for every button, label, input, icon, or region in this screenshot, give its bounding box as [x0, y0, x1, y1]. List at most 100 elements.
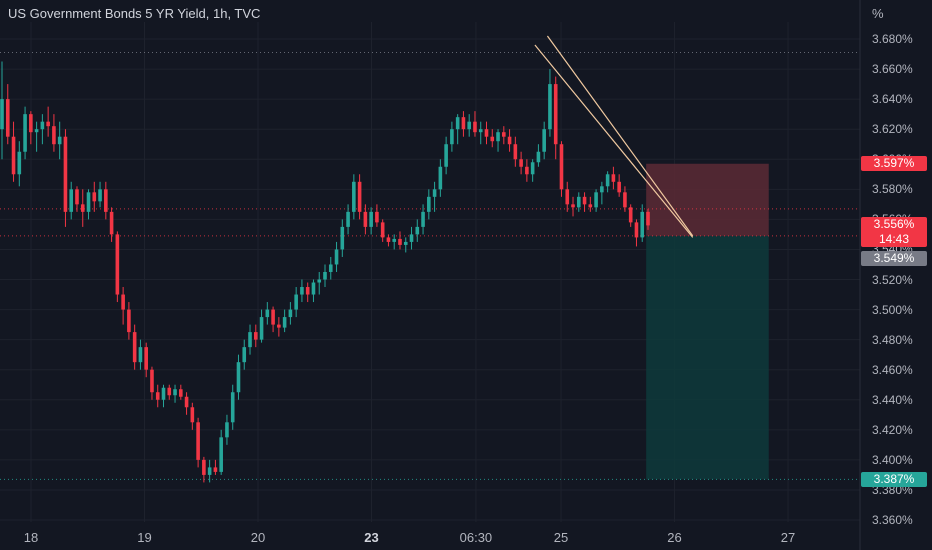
candle: [253, 324, 258, 348]
candle-body: [150, 369, 154, 393]
candle-body: [161, 387, 166, 400]
candle: [40, 114, 45, 145]
candle: [132, 324, 137, 370]
candle-body: [346, 211, 350, 227]
candle: [11, 121, 16, 182]
candle: [277, 317, 281, 337]
candle-body: [588, 204, 593, 208]
target-price-badge: 3.387%: [861, 471, 927, 487]
candle-body: [242, 347, 247, 363]
candle: [144, 342, 148, 378]
candle: [507, 129, 512, 152]
candle-body: [63, 136, 68, 212]
candle: [138, 339, 143, 370]
candle-body: [450, 129, 454, 145]
candle-body: [357, 181, 362, 212]
candle-body: [455, 117, 460, 130]
y-tick-label: 3.640%: [872, 92, 913, 107]
candle: [559, 141, 564, 197]
candle: [438, 159, 443, 197]
candle-body: [328, 264, 333, 272]
candle: [386, 234, 391, 247]
candle: [213, 459, 218, 475]
stop-price-badge: 3.597%: [861, 156, 927, 172]
candle-body: [265, 309, 270, 318]
candle-body: [34, 129, 39, 133]
candle-body: [202, 459, 206, 475]
candle: [542, 121, 546, 160]
candle-body: [69, 189, 74, 212]
candle: [248, 324, 252, 355]
stop-loss-zone: [646, 163, 769, 236]
x-tick-label: 20: [250, 530, 266, 545]
candle: [288, 302, 293, 325]
candle-body: [386, 237, 391, 242]
y-tick-label: 3.620%: [872, 122, 913, 137]
candle: [565, 181, 570, 212]
candle: [242, 339, 247, 370]
trendlines: [534, 35, 694, 238]
candle: [467, 114, 471, 137]
candle: [409, 226, 414, 250]
candle: [617, 174, 621, 197]
candle: [478, 121, 483, 145]
candle-body: [340, 226, 345, 250]
candle: [265, 302, 270, 325]
candle: [294, 287, 298, 318]
candle-body: [271, 309, 275, 325]
y-tick-label: 3.680%: [872, 32, 913, 46]
candle-body: [75, 189, 79, 205]
candle-body: [121, 294, 125, 310]
candle: [380, 219, 385, 242]
candle: [150, 366, 154, 400]
candle-body: [17, 151, 22, 175]
candle: [357, 174, 362, 220]
position-zones: [646, 163, 769, 480]
candle: [225, 414, 229, 445]
candle: [553, 76, 558, 160]
candle-body: [57, 136, 62, 145]
candle: [611, 166, 616, 190]
candle-body: [323, 271, 327, 280]
candle-body: [253, 332, 258, 340]
x-tick-label: 26: [667, 530, 682, 545]
candle: [623, 186, 627, 212]
candle: [305, 282, 310, 303]
axis-unit: %: [872, 6, 884, 21]
candle-body: [611, 174, 616, 182]
candle-body: [294, 294, 298, 310]
candle-body: [369, 211, 373, 227]
take-profit-zone: [646, 235, 769, 480]
candle: [184, 392, 189, 415]
candle-body: [525, 166, 529, 175]
candle-body: [513, 144, 518, 160]
candle: [421, 204, 425, 235]
candle-body: [190, 407, 195, 423]
candle: [236, 354, 241, 400]
trendline: [534, 44, 694, 238]
candle: [484, 121, 489, 145]
candle-body: [213, 467, 218, 472]
candle: [127, 302, 131, 340]
candle-body: [132, 332, 137, 363]
candle: [340, 219, 345, 257]
trendline: [546, 35, 694, 237]
y-tick-label: 3.520%: [872, 272, 913, 287]
candle-body: [646, 211, 650, 226]
candle: [300, 279, 304, 303]
candle-body: [29, 114, 33, 133]
candle-body: [5, 99, 10, 137]
candle: [352, 174, 356, 220]
candle: [398, 231, 402, 250]
y-tick-label: 3.360%: [872, 513, 913, 527]
candle-body: [282, 317, 287, 328]
candle: [403, 237, 408, 253]
candle-body: [277, 324, 281, 328]
candle-body: [40, 121, 45, 130]
candle: [525, 159, 529, 182]
candle: [52, 114, 56, 152]
candle-body: [536, 151, 541, 163]
last-price-value: 3.556%: [873, 217, 915, 232]
candle-body: [375, 211, 379, 223]
